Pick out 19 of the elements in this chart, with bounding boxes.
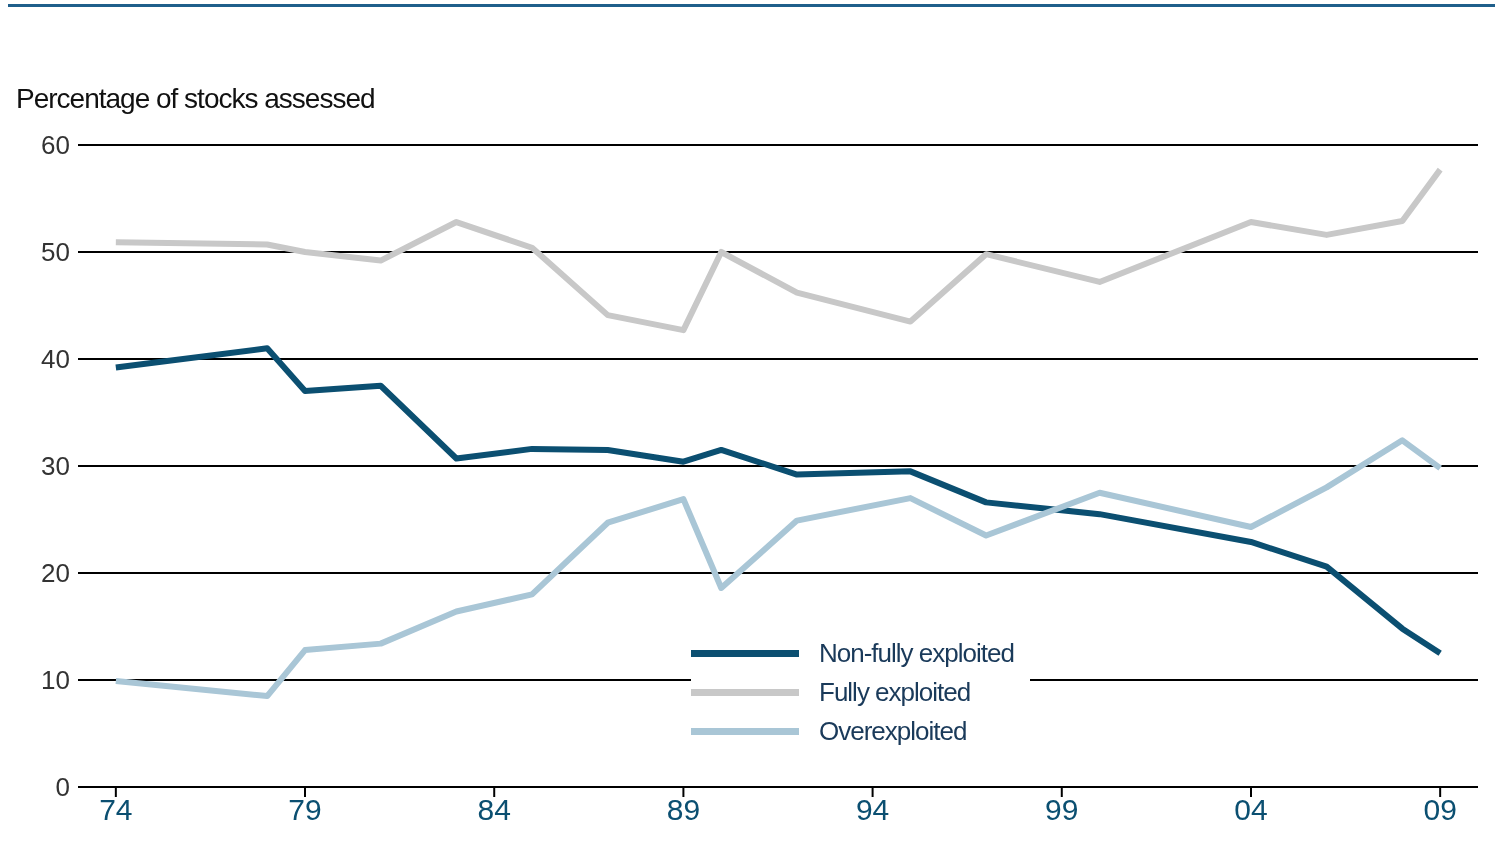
x-tick-label: 09 [1423,793,1457,827]
y-tick-label: 60 [41,130,70,161]
y-tick-label: 50 [41,237,70,268]
x-tick-label: 79 [288,793,322,827]
x-tick-label: 04 [1234,793,1268,827]
y-axis-title: Percentage of stocks assessed [16,83,376,116]
legend-label: Overexploited [819,716,967,747]
y-tick-label: 30 [41,451,70,482]
x-tick-label: 89 [666,793,701,827]
y-tick-label: 0 [55,772,70,803]
legend-label: Non-fully exploited [819,638,1014,669]
x-tick-label: 99 [1045,793,1079,827]
y-tick-label: 10 [41,665,70,696]
x-tick-label: 94 [855,793,890,827]
y-tick-label: 40 [41,344,70,375]
legend-label: Fully exploited [819,677,971,708]
x-tick-label: 84 [477,793,511,827]
x-tick-label: 74 [99,793,133,827]
y-tick-label: 20 [41,558,70,589]
